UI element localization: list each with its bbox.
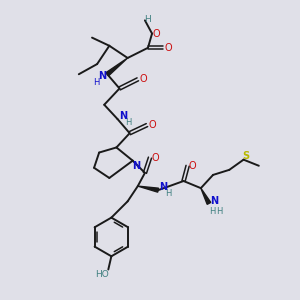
Text: O: O bbox=[148, 120, 156, 130]
Text: H: H bbox=[216, 207, 223, 216]
Text: S: S bbox=[242, 151, 249, 160]
Text: O: O bbox=[151, 153, 159, 163]
Polygon shape bbox=[201, 188, 211, 204]
Text: N: N bbox=[132, 161, 140, 171]
Text: H: H bbox=[145, 15, 151, 24]
Text: O: O bbox=[152, 28, 160, 39]
Text: N: N bbox=[119, 111, 128, 121]
Text: O: O bbox=[139, 74, 147, 84]
Text: O: O bbox=[164, 43, 172, 53]
Text: O: O bbox=[189, 161, 196, 171]
Polygon shape bbox=[138, 186, 158, 192]
Text: H: H bbox=[125, 118, 132, 127]
Text: H: H bbox=[209, 207, 215, 216]
Text: H: H bbox=[165, 189, 172, 198]
Text: N: N bbox=[98, 71, 106, 81]
Text: H: H bbox=[93, 78, 99, 87]
Polygon shape bbox=[106, 58, 128, 76]
Text: N: N bbox=[210, 196, 218, 206]
Text: N: N bbox=[159, 182, 167, 192]
Text: HO: HO bbox=[95, 270, 109, 279]
